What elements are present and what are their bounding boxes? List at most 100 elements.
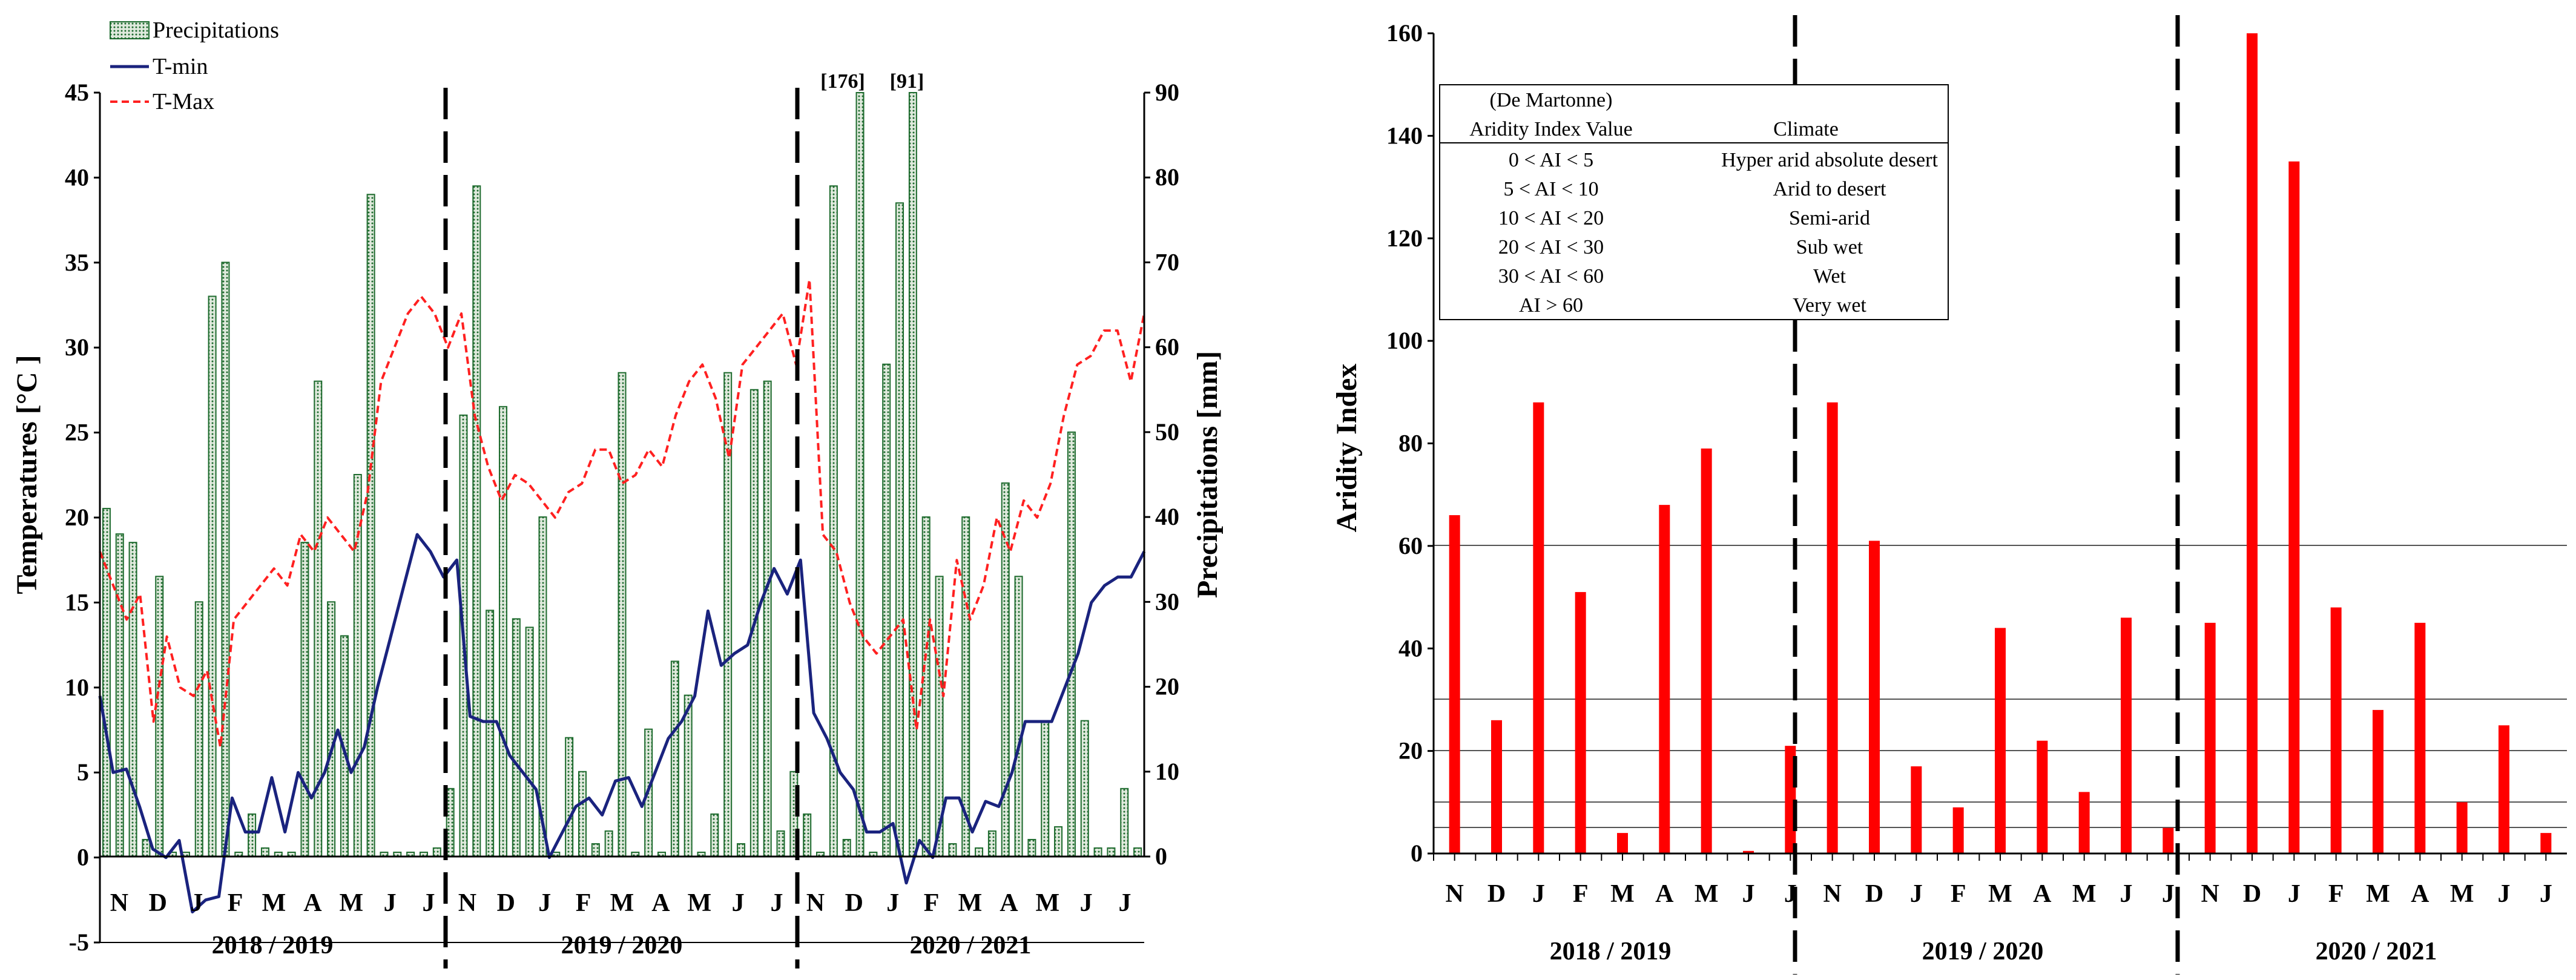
precipitation-bar <box>921 516 931 857</box>
month-label: D <box>2243 880 2261 908</box>
table-cell: AI > 60 <box>1519 294 1583 317</box>
precipitation-bar <box>1027 838 1036 858</box>
aridity-bar <box>1827 402 1838 853</box>
month-label: J <box>190 889 203 917</box>
precipitation-bar <box>842 838 851 858</box>
precipitation-bar <box>248 813 257 858</box>
precipitation-bar <box>128 542 137 857</box>
y-tick-label: 60 <box>1398 532 1423 559</box>
month-label: M <box>2366 880 2390 908</box>
aridity-bar <box>1533 402 1544 853</box>
month-label: M <box>262 889 286 917</box>
legend-swatch-precipitations <box>110 21 150 39</box>
aridity-bar <box>2078 792 2090 853</box>
precipitation-bar <box>1041 720 1050 857</box>
aridity-bar <box>2288 161 2300 853</box>
precipitation-bar <box>776 830 785 858</box>
precipitation-bar <box>975 847 984 858</box>
aridity-axis-title: Aridity Index <box>1331 364 1363 533</box>
table-header: Climate <box>1773 118 1839 140</box>
y-tick-label: 100 <box>1386 327 1423 354</box>
y-tick-label: 140 <box>1386 122 1423 149</box>
month-label: J <box>1742 880 1755 908</box>
aridity-bar <box>2163 827 2174 853</box>
season-label: 2019 / 2020 <box>561 932 683 959</box>
de-martonne-table: (De Martonne) Aridity Index Value Climat… <box>1439 84 1949 320</box>
precipitation-bar <box>472 185 481 858</box>
month-label: N <box>1445 880 1463 908</box>
table-cell: 20 < AI < 30 <box>1498 236 1604 258</box>
month-label: J <box>732 889 745 917</box>
month-label: D <box>1865 880 1883 908</box>
month-label: M <box>958 889 983 917</box>
month-label: J <box>384 889 397 917</box>
y-tick-label: 45 <box>65 79 89 106</box>
month-label: J <box>2120 880 2133 908</box>
tmax-line <box>99 278 1145 749</box>
precipitation-bar <box>948 843 957 858</box>
aridity-bar <box>2499 725 2509 853</box>
y2-tick-label: 10 <box>1155 758 1179 785</box>
aridity-bar <box>2540 833 2552 853</box>
month-label: A <box>651 889 670 917</box>
precipitation-bar <box>670 660 679 857</box>
month-label: F <box>228 889 243 917</box>
season-dividers <box>443 88 800 968</box>
month-label: N <box>110 889 128 917</box>
table-cell: 10 < AI < 20 <box>1498 207 1604 229</box>
y2-tick-label: 30 <box>1155 588 1179 615</box>
month-label: J <box>771 889 783 917</box>
month-label: A <box>2033 880 2052 908</box>
precipitation-bar <box>155 576 164 857</box>
precipitation-bar <box>1054 826 1063 858</box>
y-tick-label: 10 <box>65 674 89 701</box>
month-label: F <box>1573 880 1589 908</box>
precipitation-bar <box>525 626 534 858</box>
precipitation-bar <box>1093 847 1102 858</box>
aridity-bar <box>1449 515 1460 853</box>
table-cell: Hyper arid absolute desert <box>1721 149 1938 171</box>
clipped-value-label: [176] <box>820 70 865 93</box>
month-label: N <box>1823 880 1841 908</box>
precipitation-bar <box>1014 576 1023 857</box>
month-label: J <box>538 889 551 917</box>
precipitation-bar <box>1080 720 1089 857</box>
precipitation-bar <box>591 843 600 858</box>
month-label: J <box>2288 880 2301 908</box>
month-label: M <box>610 889 634 917</box>
precipitation-bar <box>1133 847 1142 858</box>
month-label: J <box>1080 889 1093 917</box>
table-cell: 5 < AI < 10 <box>1503 178 1598 200</box>
aridity-bars <box>1449 33 2552 853</box>
month-label: J <box>2498 880 2511 908</box>
y-tick-label: 0 <box>1411 840 1423 867</box>
precipitation-bar <box>855 92 865 857</box>
y2-tick-label: 60 <box>1155 334 1179 361</box>
right-axis-title: Precipitations [mm] <box>1191 351 1224 598</box>
y-tick-label: 40 <box>65 163 89 191</box>
month-label: A <box>2411 880 2429 908</box>
precipitation-bar <box>684 694 693 857</box>
y-tick-label: -5 <box>69 929 89 956</box>
precipitation-bar <box>300 542 309 857</box>
aridity-bar <box>1743 850 1754 853</box>
aridity-bar <box>1911 766 1922 853</box>
month-label: D <box>497 889 515 917</box>
precipitation-bar <box>102 508 111 857</box>
aridity-bar <box>1701 448 1712 853</box>
y-tick-label: 35 <box>65 249 89 276</box>
precipitation-bar <box>194 601 203 857</box>
precipitation-bar <box>565 737 574 857</box>
month-label: M <box>1035 889 1059 917</box>
precipitation-bar <box>115 533 124 857</box>
season-label: 2018 / 2019 <box>1550 938 1672 965</box>
aridity-bar <box>1659 505 1670 853</box>
y2-tick-label: 0 <box>1155 843 1167 870</box>
table-cell: Sub wet <box>1796 236 1863 258</box>
precipitation-bar <box>221 261 230 857</box>
climate-chart: -50510152025303540450102030405060708090 … <box>11 18 1224 968</box>
precipitation-bar <box>710 813 719 858</box>
month-label: A <box>303 889 322 917</box>
